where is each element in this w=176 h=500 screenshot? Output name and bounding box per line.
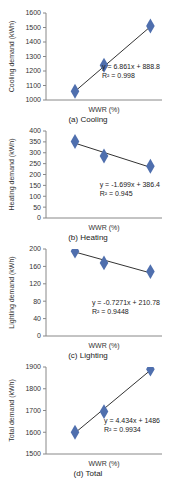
svg-text:1600: 1600: [25, 9, 41, 16]
svg-text:1700: 1700: [25, 407, 41, 414]
html-text:R² = 0.998: R² = 0.998: [102, 72, 135, 79]
svg-text:1000: 1000: [25, 96, 41, 103]
svg-text:0: 0: [37, 214, 41, 221]
svg-text:WWR (%): WWR (%): [88, 342, 119, 350]
svg-text:150: 150: [29, 182, 41, 189]
svg-text:80: 80: [33, 298, 41, 305]
svg-text:200: 200: [29, 245, 41, 252]
svg-text:1600: 1600: [25, 429, 41, 436]
svg-text:350: 350: [29, 138, 41, 145]
svg-text:Cooling demand (kWh): Cooling demand (kWh): [8, 21, 16, 93]
svg-text:1400: 1400: [25, 38, 41, 45]
svg-text:1800: 1800: [25, 385, 41, 392]
html-text:y = 6.861x + 888.8: y = 6.861x + 888.8: [102, 63, 160, 70]
html-text:(a) Cooling: (a) Cooling: [68, 115, 108, 124]
svg-text:Total demand (kWh): Total demand (kWh): [8, 379, 16, 442]
svg-text:WWR (%): WWR (%): [88, 460, 119, 468]
svg-text:1500: 1500: [25, 24, 41, 31]
svg-text:WWR (%): WWR (%): [88, 224, 119, 232]
svg-text:1500: 1500: [25, 450, 41, 457]
svg-text:1900: 1900: [25, 363, 41, 370]
svg-text:50: 50: [33, 204, 41, 211]
svg-text:1100: 1100: [26, 82, 41, 89]
svg-text:120: 120: [29, 280, 41, 287]
svg-text:400: 400: [29, 127, 41, 134]
svg-text:40: 40: [33, 315, 41, 322]
html-text:(b) Heating: (b) Heating: [68, 233, 108, 242]
html-text:(d) Total: (d) Total: [73, 469, 103, 478]
html-text:y = -0.7271x + 210.78: y = -0.7271x + 210.78: [91, 299, 160, 306]
html-text:(c) Lighting: (c) Lighting: [68, 351, 108, 360]
svg-text:200: 200: [29, 171, 41, 178]
svg-text:1200: 1200: [25, 67, 41, 74]
svg-text:160: 160: [29, 263, 41, 270]
html-text:y = -1.699x + 386.4: y = -1.699x + 386.4: [99, 181, 160, 188]
svg-text:1300: 1300: [25, 53, 41, 60]
html-text:R² = 0.945: R² = 0.945: [99, 190, 133, 197]
svg-text:100: 100: [29, 193, 41, 200]
svg-text:300: 300: [29, 149, 41, 156]
svg-text:0: 0: [37, 332, 41, 339]
html-text:R² = 0.9934: R² = 0.9934: [104, 426, 141, 433]
html-text:R² = 0.9448: R² = 0.9448: [91, 308, 129, 315]
svg-text:Heating demand (kWh): Heating demand (kWh): [8, 139, 16, 211]
svg-text:WWR (%): WWR (%): [88, 106, 119, 114]
svg-text:250: 250: [29, 160, 41, 167]
svg-text:Lighting demand (kWh): Lighting demand (kWh): [8, 256, 16, 328]
html-text:y = 4.434x + 1486: y = 4.434x + 1486: [104, 417, 160, 424]
